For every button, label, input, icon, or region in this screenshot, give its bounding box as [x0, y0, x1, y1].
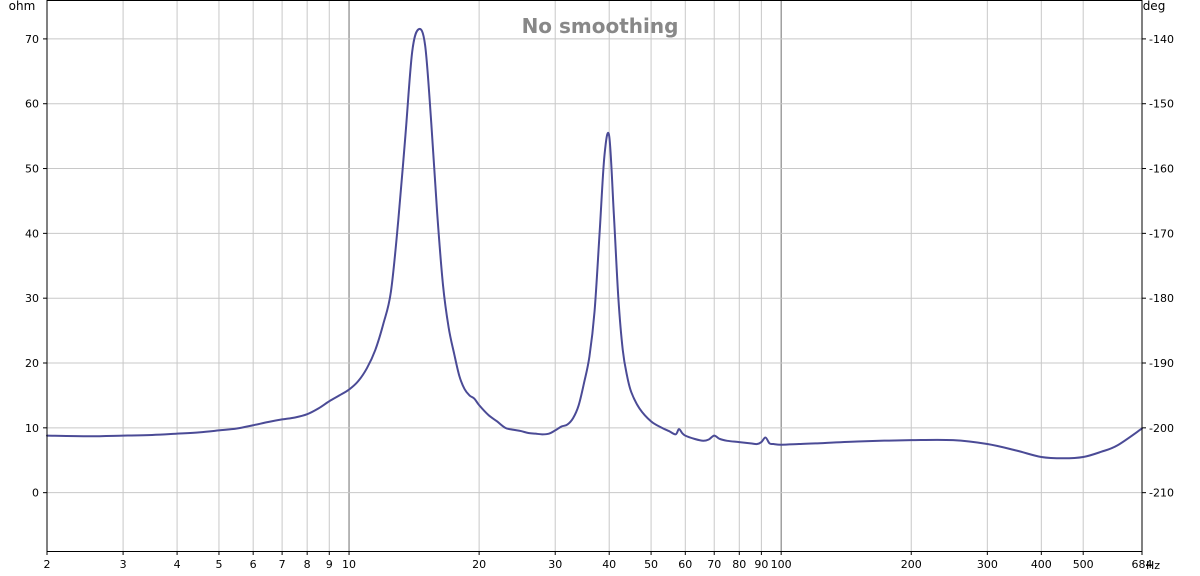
x-tick-label: 4 [174, 558, 181, 571]
y2-tick-label: -200 [1149, 422, 1174, 435]
x-tick-label: 30 [548, 558, 562, 571]
label-layer: No smoothing ohm deg Hz 2 3 4 5 6 7 8 9 10 20 30 40… [9, 0, 1174, 572]
y-tick-label: 20 [25, 357, 39, 370]
x-tick-label: 20 [472, 558, 486, 571]
y-tick-label: 50 [25, 163, 39, 176]
x-tick-label: 90 [754, 558, 768, 571]
x-tick-label: 80 [732, 558, 746, 571]
x-tick-label: 5 [215, 558, 222, 571]
y2-tick-label: -190 [1149, 357, 1174, 370]
x-tick-label: 2 [44, 558, 51, 571]
curve-layer [46, 27, 1143, 460]
y-tick-label: 70 [25, 33, 39, 46]
y-tick-label: 30 [25, 292, 39, 305]
x-tick-label: 70 [707, 558, 721, 571]
y2-tick-label: -170 [1149, 227, 1174, 240]
plot-frame [46, 0, 1143, 552]
grid-layer [43, 0, 1146, 555]
y-tick-label: 40 [25, 227, 39, 240]
left-axis-unit: ohm [9, 0, 36, 13]
y2-tick-label: -210 [1149, 487, 1174, 500]
y-tick-label: 10 [25, 422, 39, 435]
x-axis-unit: Hz [1146, 559, 1160, 572]
x-tick-label: 9 [326, 558, 333, 571]
right-axis-unit: deg [1143, 0, 1166, 13]
x-tick-label: 10 [342, 558, 356, 571]
y-tick-label: 60 [25, 98, 39, 111]
y2-tick-label: -180 [1149, 292, 1174, 305]
x-tick-label: 3 [120, 558, 127, 571]
y2-tick-label: -160 [1149, 163, 1174, 176]
x-tick-label: 400 [1031, 558, 1052, 571]
x-tick-label: 60 [678, 558, 692, 571]
x-tick-label: 300 [977, 558, 998, 571]
x-tick-label: 7 [279, 558, 286, 571]
impedance-curve [46, 27, 1143, 460]
y-tick-label: 0 [32, 487, 39, 500]
x-tick-label: 40 [602, 558, 616, 571]
x-tick-label: 684 [1132, 558, 1153, 571]
y2-tick-label: -140 [1149, 33, 1174, 46]
chart-title: No smoothing [522, 14, 679, 38]
frame-layer [46, 0, 1143, 552]
x-tick-label: 500 [1073, 558, 1094, 571]
x-tick-label: 6 [250, 558, 257, 571]
x-tick-label: 100 [771, 558, 792, 571]
x-tick-label: 50 [644, 558, 658, 571]
x-tick-label: 8 [304, 558, 311, 571]
y2-tick-label: -150 [1149, 98, 1174, 111]
x-tick-label: 200 [901, 558, 922, 571]
